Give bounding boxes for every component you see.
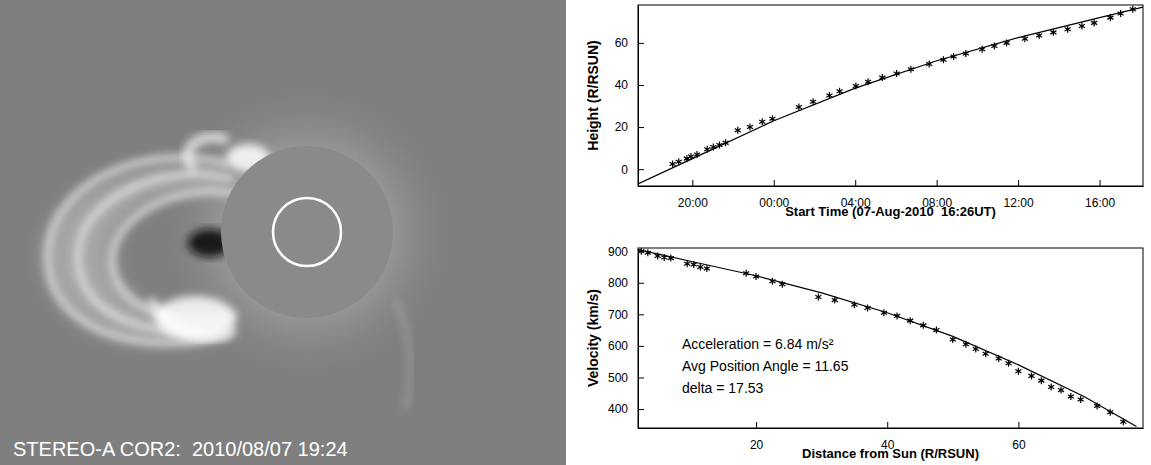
data-point	[1091, 19, 1097, 26]
annotation: Acceleration = 6.84 m/s²	[682, 336, 834, 352]
x-tick: 60	[1012, 422, 1026, 452]
cme-core	[155, 296, 235, 340]
y-tick: 400	[608, 402, 644, 416]
y-tick-label: 20	[615, 120, 629, 134]
y-tick: 0	[621, 163, 644, 177]
plot-data	[638, 6, 1143, 184]
data-point	[1078, 396, 1084, 403]
y-tick-label: 800	[608, 276, 628, 290]
occulter	[221, 146, 393, 318]
x-tick-mark	[937, 180, 938, 186]
y-tick-label: 500	[608, 371, 628, 385]
x-tick: 12:00	[1004, 180, 1034, 210]
data-point	[1048, 383, 1054, 390]
data-point	[747, 124, 753, 131]
data-point	[1058, 387, 1064, 394]
data-point	[704, 265, 710, 272]
x-tick-label: 12:00	[1004, 196, 1034, 210]
y-tick: 700	[608, 308, 644, 322]
y-tick: 800	[608, 276, 644, 290]
x-tick: 16:00	[1085, 180, 1115, 210]
chart-panel: 20:0000:0004:0008:0012:0016:000204060Sta…	[585, 5, 1144, 219]
y-tick-label: 700	[608, 308, 628, 322]
coronagraph-image: STEREO-A COR2: 2010/08/07 19:24	[0, 0, 566, 465]
x-tick-mark	[756, 422, 757, 428]
y-tick-label: 60	[615, 36, 629, 50]
data-point	[668, 255, 674, 262]
y-axis: 0 20 40 60	[615, 6, 644, 187]
x-tick-label: 20:00	[678, 196, 708, 210]
plot-frame	[638, 248, 1143, 428]
y-axis-title: Height (R/RSUN)	[585, 40, 601, 150]
y-tick-mark	[638, 377, 644, 378]
fit-line	[638, 7, 1143, 184]
fit-line	[638, 250, 1136, 427]
y-tick-mark	[638, 346, 644, 347]
image-caption: STEREO-A COR2: 2010/08/07 19:24	[13, 438, 348, 460]
data-point	[735, 127, 741, 134]
annotation: delta = 17.53	[682, 380, 764, 396]
y-tick: 60	[615, 36, 644, 50]
y-tick-mark	[638, 409, 644, 410]
x-tick-mark	[1018, 422, 1019, 428]
data-point	[1065, 26, 1071, 33]
cme-structure	[45, 137, 410, 410]
y-axis-title: Velocity (km/s)	[585, 289, 601, 387]
y-tick-mark	[638, 314, 644, 315]
data-point	[1038, 377, 1044, 384]
y-tick-mark	[638, 127, 644, 128]
data-point	[1079, 23, 1085, 30]
x-tick-label: 20	[750, 438, 764, 452]
y-axis: 400 500 600 700 800 900	[608, 244, 644, 428]
x-tick-mark	[887, 422, 888, 428]
y-tick: 40	[615, 78, 644, 92]
y-tick-mark	[638, 85, 644, 86]
x-tick-label: 60	[1012, 438, 1026, 452]
plot-background	[638, 5, 1143, 186]
x-tick-mark	[774, 180, 775, 186]
x-axis-title: Distance from Sun (R/RSUN)	[802, 446, 979, 461]
y-tick: 20	[615, 120, 644, 134]
y-tick-label: 40	[615, 78, 629, 92]
x-tick: 20:00	[678, 180, 708, 210]
x-tick-mark	[692, 180, 693, 186]
y-tick-mark	[638, 43, 644, 44]
y-tick-mark	[638, 169, 644, 170]
data-point	[759, 118, 765, 125]
plot-background	[638, 248, 1143, 428]
cme-loop	[188, 137, 228, 170]
x-tick: 20	[750, 422, 764, 452]
y-tick-label: 400	[608, 402, 628, 416]
y-tick-label: 0	[621, 163, 628, 177]
solar-limb	[273, 198, 341, 266]
y-tick: 900	[608, 244, 644, 258]
x-tick-mark	[1018, 180, 1019, 186]
y-tick: 600	[608, 339, 644, 353]
y-tick-mark	[638, 283, 644, 284]
figure: STEREO-A COR2: 2010/08/07 19:2420:0000:0…	[0, 0, 1151, 465]
data-point	[1028, 372, 1034, 379]
chart-panel: 204060400500600700800900Distance from Su…	[585, 244, 1144, 461]
x-tick-label: 16:00	[1085, 196, 1115, 210]
x-tick-mark	[1100, 180, 1101, 186]
y-tick-label: 900	[608, 244, 628, 258]
data-point	[1015, 368, 1021, 375]
data-point	[815, 293, 821, 300]
streamer-right	[395, 300, 410, 410]
y-tick: 500	[608, 371, 644, 385]
plot-frame	[638, 5, 1143, 186]
x-axis-title: Start Time (07-Aug-2010 16:26UT)	[785, 204, 996, 219]
y-tick-label: 600	[608, 339, 628, 353]
plot-data	[638, 248, 1136, 426]
annotation: Avg Position Angle = 11.65	[682, 358, 849, 374]
x-tick-mark	[855, 180, 856, 186]
image-background	[0, 0, 566, 465]
data-point	[1068, 393, 1074, 400]
